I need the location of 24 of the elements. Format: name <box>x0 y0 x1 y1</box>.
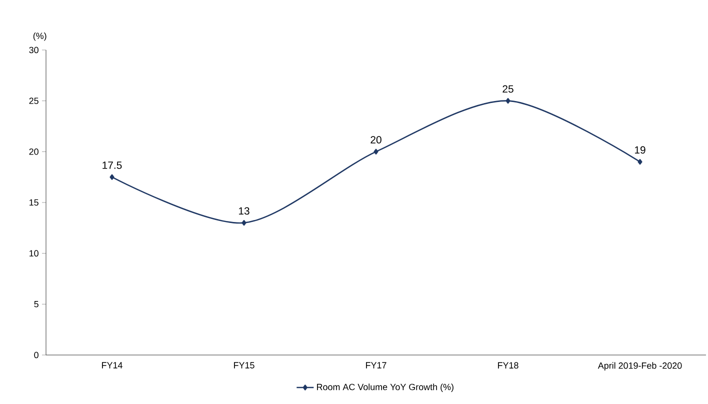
x-tick-label: FY14 <box>102 362 122 368</box>
y-tick-label: 5 <box>34 301 38 308</box>
point <box>242 220 246 226</box>
data-label: 19 <box>634 146 646 154</box>
x-tick-label: FY15 <box>234 362 254 368</box>
y-tick-label: 25 <box>29 98 38 104</box>
y-tick-label: 30 <box>29 46 38 54</box>
y-tick-label: 10 <box>30 250 38 257</box>
data-label: 13 <box>238 207 250 215</box>
point <box>506 98 510 104</box>
y-tick-label: 20 <box>29 148 38 155</box>
x-tick-label: FY17 <box>366 362 386 368</box>
y-axis-title: (%) <box>33 32 46 41</box>
point <box>638 158 642 165</box>
data-label: 17.5 <box>102 162 122 169</box>
x-tick-label: April 2019-Feb -2020 <box>598 362 682 371</box>
y-tick-label: 15 <box>30 199 38 206</box>
x-tick-label: FY18 <box>498 362 518 369</box>
legend-label: Room AC Volume YoY Growth (%) <box>317 384 454 392</box>
data-label: 20 <box>370 136 382 144</box>
point <box>374 148 378 155</box>
data-label: 25 <box>502 85 514 93</box>
point <box>110 174 114 180</box>
y-tick-label: 0 <box>34 352 38 358</box>
